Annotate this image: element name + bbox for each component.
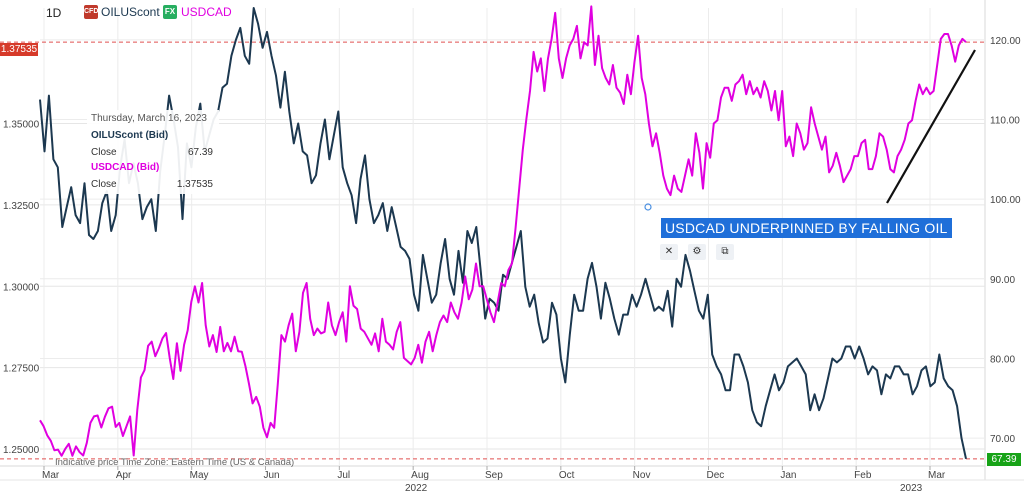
month-label: Nov — [633, 470, 651, 481]
month-label: May — [190, 470, 209, 481]
tooltip-series2-name: USDCAD (Bid) — [91, 162, 160, 173]
right-tick-label: 120.00 — [990, 36, 1021, 47]
right-tick-label: 90.00 — [990, 275, 1015, 286]
close-icon[interactable]: ✕ — [660, 244, 678, 260]
year-label: 2022 — [405, 483, 428, 493]
timeframe-button[interactable]: 1D — [46, 6, 62, 20]
left-tick-label: 1.30000 — [3, 282, 40, 293]
right-tick-label: 70.00 — [990, 434, 1015, 445]
tooltip-series2-field: Close — [91, 179, 117, 190]
usdcad-price-label: 1.37535 — [0, 43, 38, 56]
time-axis: Mar Apr May Jun Jul Aug Sep Oct Nov Dec Jan Feb Mar 2… — [42, 466, 946, 493]
month-label: Oct — [559, 470, 575, 481]
month-label: Aug — [411, 470, 429, 481]
crosshair-tooltip: Thursday, March 16, 2023 OILUScont (Bid)… — [87, 110, 219, 194]
year-label: 2023 — [900, 483, 923, 493]
tooltip-series1-value: 67.39 — [187, 147, 213, 158]
month-label: Mar — [42, 470, 60, 481]
month-label: Jun — [264, 470, 280, 481]
copy-icon[interactable]: ⧉ — [716, 244, 734, 260]
chart-grid — [0, 0, 1024, 481]
symbol-oil[interactable]: OILUScont — [101, 5, 160, 19]
left-tick-label: 1.35000 — [3, 120, 40, 131]
right-tick-label: 100.00 — [990, 195, 1021, 206]
month-label: Sep — [485, 470, 503, 481]
trendline[interactable] — [644, 49, 976, 211]
price-reference-lines — [0, 41, 985, 460]
month-label: Dec — [707, 470, 725, 481]
usdcad-series — [39, 5, 967, 457]
left-tick-label: 1.32500 — [3, 201, 40, 212]
cfd-badge-icon: CFD — [84, 5, 98, 19]
month-label: Jan — [780, 470, 796, 481]
right-tick-label: 110.00 — [990, 116, 1020, 127]
annotation-label[interactable]: USDCAD UNDERPINNED BY FALLING OIL — [661, 218, 952, 238]
trendline-segment — [886, 49, 976, 204]
month-label: Feb — [854, 470, 872, 481]
tooltip-series1-field: Close — [91, 147, 117, 158]
annotation-anchor — [644, 203, 652, 211]
tooltip-series2-value: 1.37535 — [176, 179, 213, 190]
month-label: Mar — [928, 470, 946, 481]
month-label: Apr — [116, 470, 132, 481]
chart-toolbar: 1D CFD OILUScont FX USDCAD — [0, 0, 300, 22]
fx-badge-icon: FX — [163, 5, 177, 19]
month-label: Jul — [337, 470, 350, 481]
tooltip-date: Thursday, March 16, 2023 — [91, 113, 207, 124]
footer-note: Indicative price Time Zone: Eastern Time… — [55, 457, 295, 468]
symbol-usdcad[interactable]: USDCAD — [181, 5, 232, 19]
usdcad-line — [39, 5, 967, 457]
gear-icon[interactable]: ⚙ — [688, 244, 706, 260]
left-tick-label: 1.25000 — [3, 445, 40, 456]
left-price-axis: 1.25000 1.27500 1.30000 1.32500 1.35000 — [3, 120, 40, 456]
right-price-axis: 70.00 80.00 90.00 100.00 110.00 120.00 — [990, 36, 1021, 445]
oil-price-label: 67.39 — [987, 453, 1021, 466]
right-tick-label: 80.00 — [990, 354, 1015, 365]
annotation-toolbar: ✕ ⚙ ⧉ — [660, 244, 750, 260]
tooltip-series1-name: OILUScont (Bid) — [91, 130, 169, 141]
left-tick-label: 1.27500 — [3, 364, 40, 375]
